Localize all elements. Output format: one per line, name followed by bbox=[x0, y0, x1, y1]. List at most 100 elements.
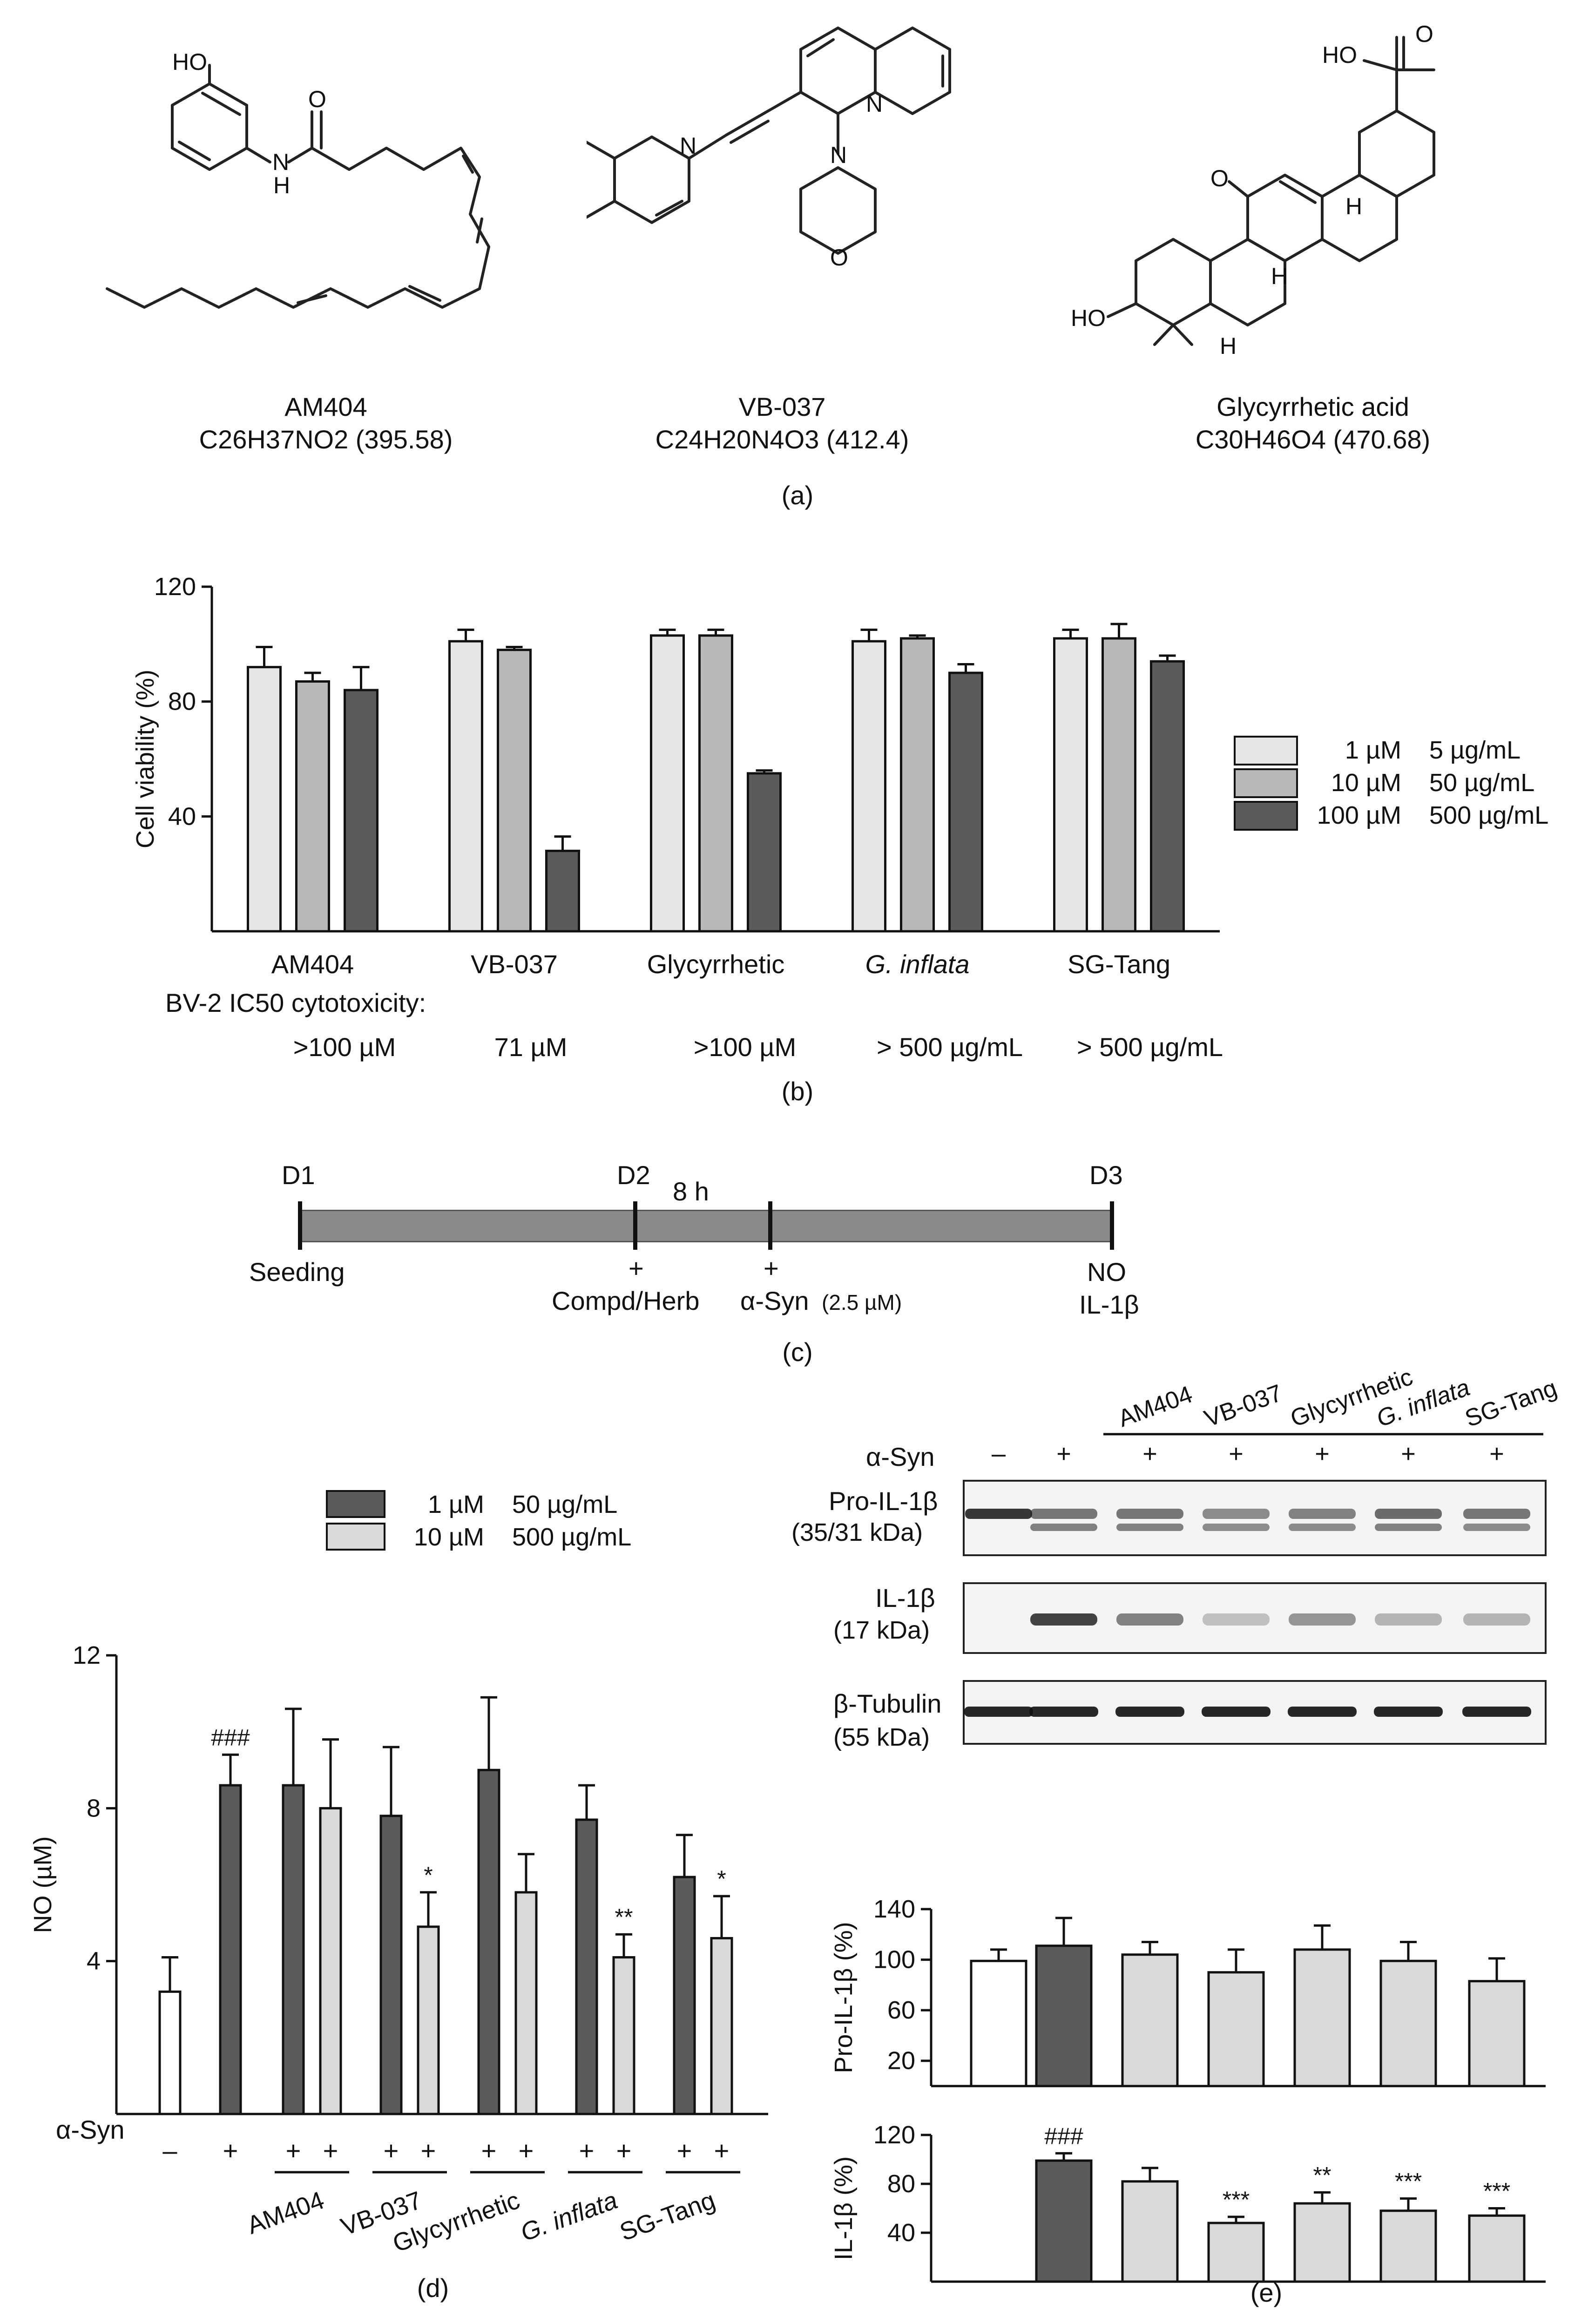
bar bbox=[295, 680, 330, 933]
event-plus: + bbox=[764, 1253, 779, 1283]
asyn-sign: + bbox=[481, 2136, 497, 2165]
event-plus: + bbox=[629, 1253, 644, 1283]
legend-herb: 50 µg/mL bbox=[512, 1491, 618, 1518]
atom-label: H bbox=[1345, 193, 1362, 219]
bar bbox=[319, 1807, 342, 2115]
bar bbox=[379, 1815, 403, 2115]
atom-label: N bbox=[680, 133, 696, 159]
asyn-sign: + bbox=[323, 2136, 338, 2165]
significance-label: *** bbox=[1395, 2168, 1422, 2195]
bar bbox=[673, 1876, 696, 2115]
asyn-label-d: α-Syn bbox=[56, 2115, 125, 2144]
y-axis-label: Cell viability (%) bbox=[131, 670, 159, 848]
bar bbox=[970, 1959, 1027, 2087]
legend-conc: 10 µM bbox=[1331, 769, 1401, 797]
asyn-sign: + bbox=[1229, 1440, 1244, 1468]
legend-conc: 10 µM bbox=[413, 1523, 484, 1551]
x-tick-label: SG-Tang bbox=[1068, 949, 1170, 979]
compound-name-vb037: VB-037 bbox=[738, 392, 826, 421]
blot-band bbox=[1115, 1707, 1184, 1717]
blot-band bbox=[1289, 1509, 1356, 1519]
y-tick-label: 40 bbox=[168, 802, 196, 830]
legend-d: 1 µM 50 µg/mL 10 µM 500 µg/mL bbox=[326, 1490, 680, 1565]
lane-header: AM404 bbox=[1115, 1381, 1196, 1432]
legend-swatch bbox=[1234, 736, 1298, 766]
ic50-title: BV-2 IC50 cytotoxicity: bbox=[165, 988, 426, 1017]
blot-band bbox=[1375, 1509, 1442, 1519]
legend-herb: 5 µg/mL bbox=[1429, 736, 1521, 764]
bar bbox=[1207, 2222, 1265, 2283]
y-tick-label: 8 bbox=[87, 1794, 101, 1822]
asyn-sign: – bbox=[162, 2136, 177, 2165]
bar bbox=[612, 1956, 635, 2115]
timeline-tick bbox=[768, 1201, 772, 1250]
blot-band bbox=[1203, 1524, 1270, 1531]
group-label: SG-Tang bbox=[616, 2186, 719, 2246]
timeline-tick bbox=[298, 1201, 302, 1250]
asyn-sign: + bbox=[677, 2136, 692, 2165]
compound-formula-vb037: C24H20N4O3 (412.4) bbox=[655, 425, 909, 454]
bar bbox=[282, 1784, 305, 2115]
blot-band bbox=[1375, 1613, 1442, 1626]
blot-name: IL-1β bbox=[875, 1583, 935, 1613]
bar bbox=[1468, 1980, 1526, 2087]
bar bbox=[1121, 2180, 1179, 2283]
lane-header: VB-037 bbox=[1201, 1379, 1286, 1432]
asyn-sign: + bbox=[519, 2136, 534, 2165]
significance-label: ** bbox=[615, 1904, 633, 1930]
bar bbox=[477, 1768, 500, 2115]
asyn-sign: + bbox=[1056, 1440, 1071, 1468]
bar bbox=[1035, 1945, 1093, 2087]
group-label: AM404 bbox=[243, 2186, 328, 2240]
legend-conc: 100 µM bbox=[1317, 801, 1401, 829]
y-tick-label: 120 bbox=[154, 573, 196, 601]
significance-label: ### bbox=[1044, 2123, 1083, 2149]
bar bbox=[900, 637, 935, 933]
bar bbox=[710, 1937, 733, 2115]
panel-label-a: (a) bbox=[781, 481, 814, 510]
y-axis-label: Pro-IL-1β (%) bbox=[830, 1922, 858, 2073]
significance-label: *** bbox=[1223, 2187, 1250, 2213]
blot-kda: (55 kDa) bbox=[833, 1723, 930, 1751]
asyn-sign: – bbox=[992, 1440, 1006, 1468]
blot-kda: (17 kDa) bbox=[833, 1616, 930, 1644]
y-tick-label: 60 bbox=[887, 1996, 915, 2024]
blot-band bbox=[1030, 1613, 1097, 1626]
panel-label-b: (b) bbox=[781, 1077, 814, 1106]
day-label: D1 bbox=[282, 1160, 315, 1190]
bar bbox=[448, 640, 483, 933]
blot-kda: (35/31 kDa) bbox=[791, 1518, 923, 1546]
blot-band bbox=[1203, 1509, 1270, 1519]
legend-herb: 500 µg/mL bbox=[512, 1523, 632, 1551]
blot-name: Pro-IL-1β bbox=[829, 1486, 938, 1516]
bar bbox=[1293, 2202, 1351, 2283]
blot-band bbox=[1463, 1613, 1530, 1626]
blot-band bbox=[965, 1509, 1032, 1519]
timeline-tick bbox=[633, 1201, 637, 1250]
blot-band bbox=[1116, 1524, 1183, 1531]
structure-am404: HO N H O bbox=[106, 49, 490, 309]
ic50-value: 71 µM bbox=[494, 1032, 568, 1062]
bar bbox=[1468, 2214, 1526, 2283]
asyn-label-e: α-Syn bbox=[866, 1442, 935, 1471]
compound-formula-am404: C26H37NO2 (395.58) bbox=[199, 425, 453, 454]
y-tick-label: 80 bbox=[168, 688, 196, 716]
event-compd-herb: Compd/Herb bbox=[552, 1286, 700, 1315]
y-tick-label: 4 bbox=[87, 1947, 101, 1975]
x-tick-label: Glycyrrhetic bbox=[647, 949, 785, 979]
bar bbox=[747, 772, 782, 933]
y-tick-label: 100 bbox=[873, 1946, 915, 1974]
asyn-sign: + bbox=[1142, 1440, 1157, 1468]
blot-band bbox=[1203, 1613, 1270, 1626]
blot-band bbox=[1375, 1524, 1442, 1531]
bar bbox=[1379, 2209, 1437, 2283]
atom-label: HO bbox=[1322, 42, 1357, 68]
bar bbox=[1102, 637, 1136, 933]
bar bbox=[514, 1891, 538, 2115]
y-axis-label: IL-1β (%) bbox=[830, 2156, 858, 2260]
y-tick-label: 140 bbox=[873, 1895, 915, 1923]
y-axis-label: NO (µM) bbox=[29, 1836, 57, 1933]
significance-label: * bbox=[717, 1866, 726, 1892]
blot-band bbox=[1289, 1524, 1356, 1531]
bar bbox=[1293, 1948, 1351, 2087]
